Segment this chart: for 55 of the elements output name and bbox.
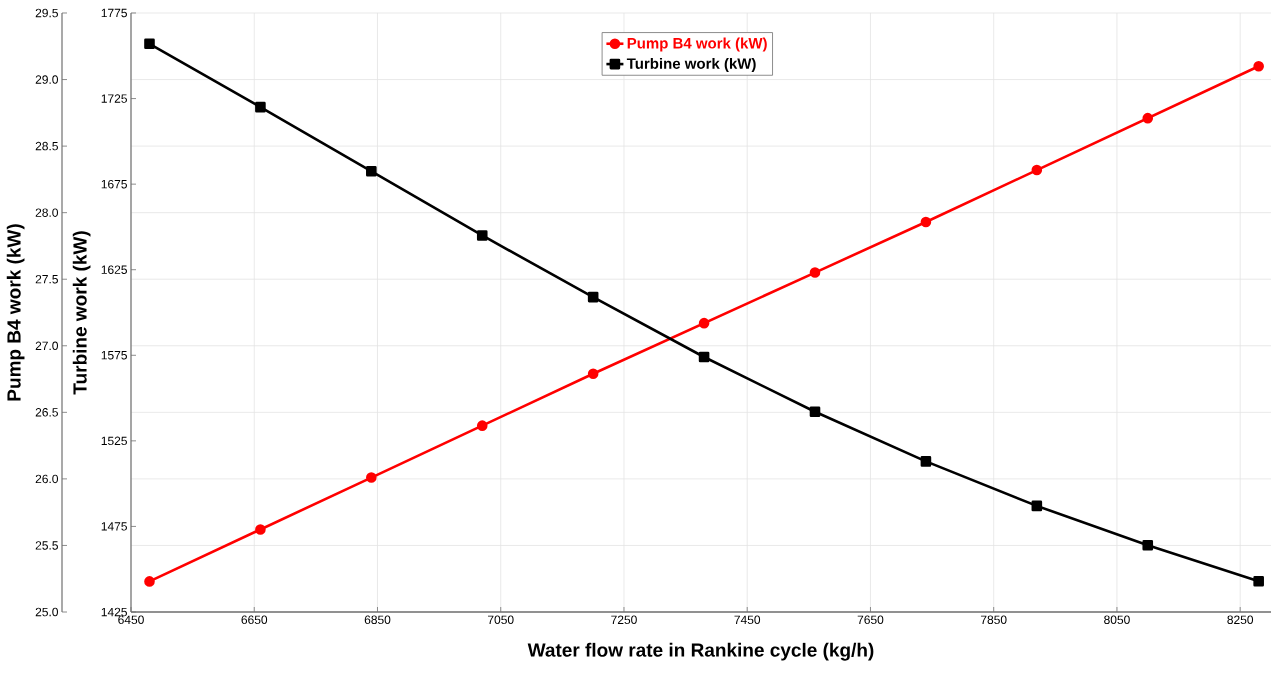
x-tick-label: 7450 — [734, 615, 761, 625]
y2-tick-label: 1475 — [101, 522, 127, 531]
y-tick-label: 26.5 — [35, 408, 58, 417]
x-tick-label: 6650 — [241, 615, 268, 625]
point — [366, 472, 377, 483]
x-tick-label: 6450 — [118, 615, 144, 625]
y-tick-label: 26.0 — [35, 474, 59, 484]
legend-label: Pump B4 work (kW) — [627, 37, 767, 52]
point — [1142, 539, 1154, 551]
point — [144, 38, 155, 50]
x-tick-label: 7650 — [857, 615, 884, 625]
y2-tick-label: 1775 — [101, 8, 127, 18]
y-axis-title: Pump B4 work (kW) — [6, 224, 25, 401]
y-tick-label: 27.5 — [35, 274, 58, 284]
x-tick-label: 7050 — [487, 615, 514, 625]
point — [1253, 60, 1264, 72]
y2-tick-label: 1425 — [101, 607, 127, 617]
y-tick-label: 25.5 — [35, 541, 58, 550]
x-tick-label: 7850 — [980, 615, 1007, 625]
y2-axis-title: Turbine work (kW) — [72, 231, 91, 395]
point — [476, 420, 488, 431]
point — [809, 267, 821, 278]
x-tick-label: 7250 — [611, 615, 637, 625]
x-tick-label: 6850 — [364, 615, 391, 625]
y-tick-label: 27.0 — [35, 341, 59, 351]
x-tick-label: 8050 — [1104, 615, 1130, 625]
point — [920, 456, 932, 467]
point — [809, 406, 821, 418]
x-axis-title: Water flow rate in Rankine cycle (kg/h) — [527, 642, 874, 661]
point — [1142, 112, 1154, 124]
y2-tick-label: 1525 — [101, 436, 127, 446]
point — [1031, 164, 1043, 176]
point — [1253, 575, 1264, 587]
y-tick-label: 29.5 — [35, 8, 58, 18]
y2-tick-label: 1625 — [101, 265, 127, 274]
y2-tick-label: 1675 — [101, 179, 127, 189]
y-tick-label: 25.0 — [35, 607, 59, 617]
point — [476, 230, 488, 241]
point — [255, 524, 266, 535]
point — [698, 317, 710, 329]
point — [698, 351, 710, 363]
x-tick-label: 8250 — [1227, 615, 1254, 625]
y2-tick-label: 1575 — [101, 351, 127, 360]
point — [587, 368, 599, 380]
y-tick-label: 28.5 — [35, 141, 58, 151]
y2-tick-label: 1725 — [101, 94, 127, 103]
y-tick-label: 29.0 — [35, 75, 59, 84]
legend-label: Turbine work (kW) — [626, 57, 756, 72]
point — [1031, 500, 1043, 512]
point — [255, 101, 266, 113]
y-tick-label: 28.0 — [35, 208, 59, 217]
point — [366, 166, 377, 177]
point — [144, 576, 155, 587]
point — [587, 291, 599, 303]
point — [920, 216, 932, 228]
